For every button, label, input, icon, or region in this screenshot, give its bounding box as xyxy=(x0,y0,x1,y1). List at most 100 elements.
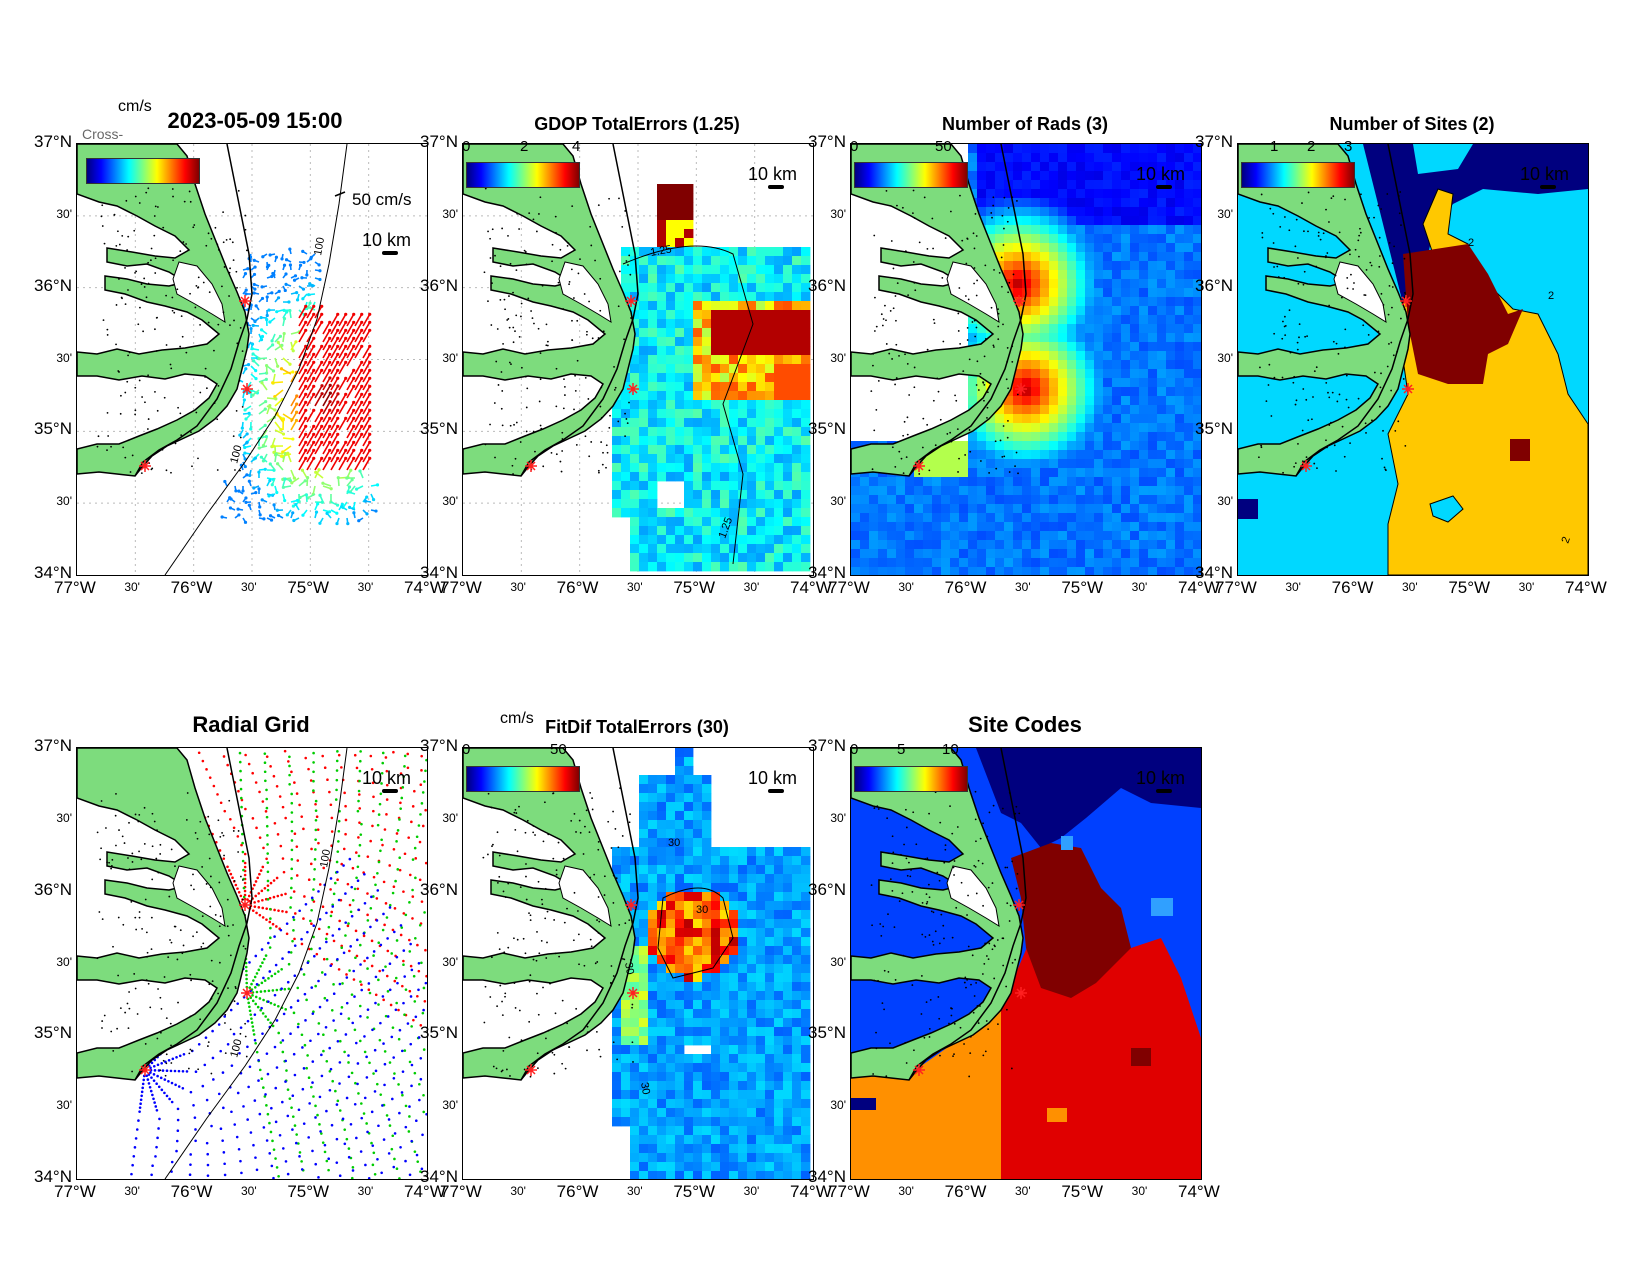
colorbar-tick: 2 xyxy=(1307,138,1316,155)
longitude-tick-label: 30' xyxy=(898,580,914,594)
longitude-tick-label: 76°W xyxy=(556,578,599,597)
latitude-tick-label: 36°N xyxy=(34,275,72,295)
radar-site-marker xyxy=(525,460,537,472)
longitude-tick-label: 30' xyxy=(1015,580,1031,594)
latitude-tick-label: 30' xyxy=(442,494,458,509)
map-radial-grid[interactable]: 100 100 xyxy=(76,747,428,1180)
latitude-tick-label: 34°N xyxy=(420,1167,458,1186)
scale-label: 10 km xyxy=(748,164,798,184)
map-totals[interactable]: 100 100 xyxy=(76,143,428,576)
longitude-tick-label: 30' xyxy=(1402,580,1418,594)
latitude-tick-label: 34°N xyxy=(420,563,458,582)
longitude-tick-label: 75°W xyxy=(287,1182,330,1201)
longitude-tick-label: 76°W xyxy=(944,1182,987,1201)
latitude-tick-label: 30' xyxy=(830,494,846,509)
latitude-tick-label: 36°N xyxy=(1195,275,1233,295)
longitude-tick-label: 30' xyxy=(510,1184,526,1198)
radar-site-marker xyxy=(1400,295,1412,307)
panel-title: Number of Rads (3) xyxy=(941,114,1109,134)
colorbar xyxy=(466,766,580,792)
panel-title: GDOP TotalErrors (1.25) xyxy=(534,114,740,134)
scale-bar xyxy=(382,251,398,255)
scale-label: 10 km xyxy=(1520,164,1570,184)
timestamp-title: 2023-05-09 15:00 xyxy=(167,108,343,133)
longitude-tick-label: 30' xyxy=(1131,1184,1148,1198)
contour-label: 30 xyxy=(622,961,636,975)
radar-site-marker xyxy=(1402,383,1414,395)
longitude-tick-label: 30' xyxy=(1518,580,1535,594)
longitude-tick-label: 77°W xyxy=(54,578,96,597)
latitude-tick-label: 34°N xyxy=(808,1167,846,1186)
longitude-tick-label: 77°W xyxy=(440,578,482,597)
colorbar-tick: 50 xyxy=(935,138,952,155)
radar-site-marker xyxy=(239,295,251,307)
radar-site-marker xyxy=(1015,383,1027,395)
longitude-tick-label: 77°W xyxy=(440,1182,482,1201)
colorbar-tick: 0 xyxy=(850,741,859,758)
longitude-tick-label: 76°W xyxy=(170,578,213,597)
longitude-tick-label: 74°W xyxy=(404,578,446,597)
scale-bar xyxy=(1540,185,1556,189)
scale-bar xyxy=(768,789,784,793)
map-site-codes[interactable] xyxy=(850,747,1202,1180)
latitude-tick-label: 34°N xyxy=(34,563,72,582)
radar-site-marker xyxy=(627,987,639,999)
latitude-tick-label: 30' xyxy=(1217,350,1233,365)
longitude-tick-label: 30' xyxy=(357,1184,374,1198)
contour-label: 2 xyxy=(1468,237,1474,249)
longitude-tick-label: 76°W xyxy=(556,1182,599,1201)
longitude-tick-label: 77°W xyxy=(828,578,870,597)
contour-label: 2 xyxy=(1560,535,1573,545)
contour-label: 100 xyxy=(318,848,333,868)
latitude-tick-label: 37°N xyxy=(808,132,846,151)
latitude-tick-label: 30' xyxy=(1217,206,1233,221)
longitude-tick-label: 30' xyxy=(241,580,257,594)
radar-site-marker xyxy=(913,460,925,472)
longitude-tick-label: 74°W xyxy=(790,578,832,597)
latitude-tick-label: 35°N xyxy=(808,419,846,439)
scale-bar xyxy=(1156,185,1172,189)
contour-label: 2 xyxy=(1548,290,1554,302)
latitude-tick-label: 35°N xyxy=(420,419,458,439)
colorbar-tick: 50 xyxy=(550,741,567,758)
longitude-tick-label: 76°W xyxy=(170,1182,213,1201)
map-sites[interactable]: 2 2 2 xyxy=(1237,143,1589,576)
reference-vector-label: 50 cm/s xyxy=(352,190,412,209)
colorbar-tick: 2 xyxy=(520,138,529,155)
contour-label: 30 xyxy=(668,837,680,849)
colorbar xyxy=(1241,162,1355,188)
latitude-tick-label: 35°N xyxy=(1195,419,1233,439)
latitude-tick-label: 36°N xyxy=(420,275,458,295)
latitude-tick-label: 37°N xyxy=(34,132,72,151)
longitude-tick-label: 74°W xyxy=(1565,578,1607,597)
latitude-tick-label: 37°N xyxy=(420,132,458,151)
longitude-tick-label: 77°W xyxy=(54,1182,96,1201)
latitude-tick-label: 30' xyxy=(830,206,846,221)
latitude-tick-label: 36°N xyxy=(34,879,72,899)
longitude-tick-label: 30' xyxy=(627,1184,643,1198)
longitude-tick-label: 75°W xyxy=(1061,1182,1104,1201)
latitude-tick-label: 30' xyxy=(830,954,846,969)
map-gdop[interactable]: 1.25 1.25 xyxy=(462,143,814,576)
map-fitdif[interactable]: 30 30 30 30 xyxy=(462,747,814,1180)
longitude-tick-label: 75°W xyxy=(287,578,330,597)
radar-site-marker xyxy=(241,987,253,999)
map-rads[interactable] xyxy=(850,143,1202,576)
colorbar xyxy=(854,766,968,792)
latitude-tick-label: 30' xyxy=(56,954,72,969)
panel-title: Radial Grid xyxy=(192,712,310,737)
latitude-tick-label: 30' xyxy=(56,1098,72,1113)
contour-label: 30 xyxy=(638,1081,652,1095)
latitude-tick-label: 34°N xyxy=(34,1167,72,1186)
longitude-tick-label: 30' xyxy=(1015,1184,1031,1198)
latitude-tick-label: 36°N xyxy=(420,879,458,899)
scale-bar xyxy=(382,789,398,793)
panel-title: FitDif TotalErrors (30) xyxy=(545,717,729,737)
latitude-tick-label: 36°N xyxy=(808,275,846,295)
latitude-tick-label: 34°N xyxy=(1195,563,1233,582)
latitude-tick-label: 30' xyxy=(1217,494,1233,509)
panel-title: Number of Sites (2) xyxy=(1329,114,1495,134)
contour-label: 1.25 xyxy=(649,243,672,259)
longitude-tick-label: 30' xyxy=(627,580,643,594)
units-label: cm/s xyxy=(118,98,152,115)
